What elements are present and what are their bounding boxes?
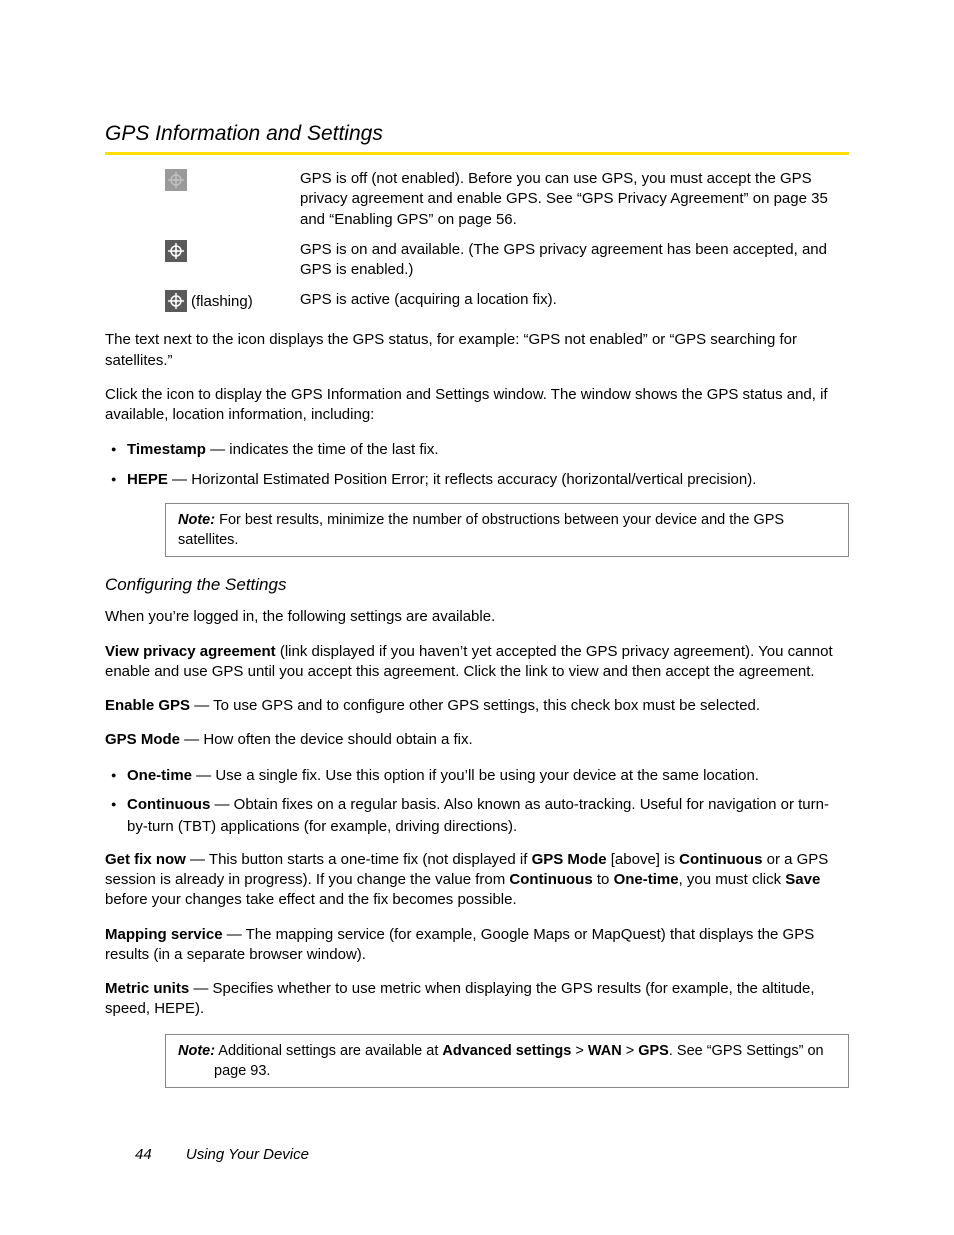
mapping-bold: Mapping service [105,926,223,943]
bullet-rest: — Horizontal Estimated Position Error; i… [168,471,757,488]
gps-on-desc: GPS is on and available. (The GPS privac… [300,240,849,281]
para-get-fix-now: Get fix now — This button starts a one-t… [105,850,849,911]
para-enable-gps: Enable GPS — To use GPS and to configure… [105,696,849,716]
gps-icon-row-on: GPS is on and available. (The GPS privac… [165,240,849,281]
note-label: Note: [178,512,215,528]
bullet-list-1: Timestamp — indicates the time of the la… [105,439,849,491]
txt: Additional settings are available at [215,1043,442,1059]
list-item: Continuous — Obtain fixes on a regular b… [105,794,849,838]
bullet-bold: One-time [127,767,192,784]
page-number: 44 [135,1146,152,1163]
txt-bold: Save [785,871,820,888]
page-heading: GPS Information and Settings [105,122,849,146]
note-label: Note: [178,1043,215,1059]
bullet-list-2: One-time — Use a single fix. Use this op… [105,765,849,838]
bullet-bold: HEPE [127,471,168,488]
bullet-rest: — Use a single fix. Use this option if y… [192,767,759,784]
txt-bold: GPS [638,1043,669,1059]
bullet-rest: — indicates the time of the last fix. [206,441,439,458]
para-click-icon: Click the icon to display the GPS Inform… [105,385,849,426]
icon-cell [165,169,300,191]
note-box-1: Note: For best results, minimize the num… [165,503,849,558]
note-box-2: Note: Additional settings are available … [165,1034,849,1089]
txt: > [622,1043,639,1059]
para-mapping-service: Mapping service — The mapping service (f… [105,925,849,966]
txt: [above] is [607,851,680,868]
gps-off-desc: GPS is off (not enabled). Before you can… [300,169,849,230]
bullet-rest: — Obtain fixes on a regular basis. Also … [127,796,829,835]
gps-mode-bold: GPS Mode [105,731,180,748]
txt-bold: One-time [614,871,679,888]
bullet-bold: Timestamp [127,441,206,458]
txt: > [571,1043,588,1059]
txt: to [593,871,614,888]
list-item: Timestamp — indicates the time of the la… [105,439,849,461]
gps-flashing-icon [165,290,187,312]
page-footer: 44 Using Your Device [135,1146,309,1163]
gps-flashing-desc: GPS is active (acquiring a location fix)… [300,290,849,310]
flashing-label: (flashing) [191,293,253,310]
list-item: One-time — Use a single fix. Use this op… [105,765,849,787]
para-gps-mode: GPS Mode — How often the device should o… [105,730,849,750]
footer-section: Using Your Device [186,1146,309,1163]
txt-bold: Continuous [509,871,592,888]
para-logged-in: When you’re logged in, the following set… [105,607,849,627]
txt-bold: WAN [588,1043,622,1059]
subheading-configuring: Configuring the Settings [105,575,849,595]
note-text: For best results, minimize the number of… [178,512,784,548]
metric-bold: Metric units [105,980,189,997]
gps-icon-row-off: GPS is off (not enabled). Before you can… [165,169,849,230]
txt: — This button starts a one-time fix (not… [186,851,532,868]
bullet-bold: Continuous [127,796,210,813]
para-status-text: The text next to the icon displays the G… [105,330,849,371]
heading-rule [105,152,849,155]
para-view-privacy: View privacy agreement (link displayed i… [105,642,849,683]
para-metric-units: Metric units — Specifies whether to use … [105,979,849,1020]
enable-gps-bold: Enable GPS [105,697,190,714]
txt: , you must click [679,871,786,888]
txt-bold: GPS Mode [532,851,607,868]
gps-icon-table: GPS is off (not enabled). Before you can… [165,169,849,312]
list-item: HEPE — Horizontal Estimated Position Err… [105,469,849,491]
view-privacy-bold: View privacy agreement [105,643,276,660]
txt: before your changes take effect and the … [105,891,517,908]
getfix-bold: Get fix now [105,851,186,868]
gps-mode-rest: — How often the device should obtain a f… [180,731,473,748]
txt-bold: Continuous [679,851,762,868]
icon-cell: (flashing) [165,290,300,312]
enable-gps-rest: — To use GPS and to configure other GPS … [190,697,760,714]
gps-on-icon [165,240,187,262]
gps-icon-row-flashing: (flashing) GPS is active (acquiring a lo… [165,290,849,312]
icon-cell [165,240,300,262]
metric-rest: — Specifies whether to use metric when d… [105,980,815,1017]
gps-off-icon [165,169,187,191]
txt-bold: Advanced settings [442,1043,571,1059]
